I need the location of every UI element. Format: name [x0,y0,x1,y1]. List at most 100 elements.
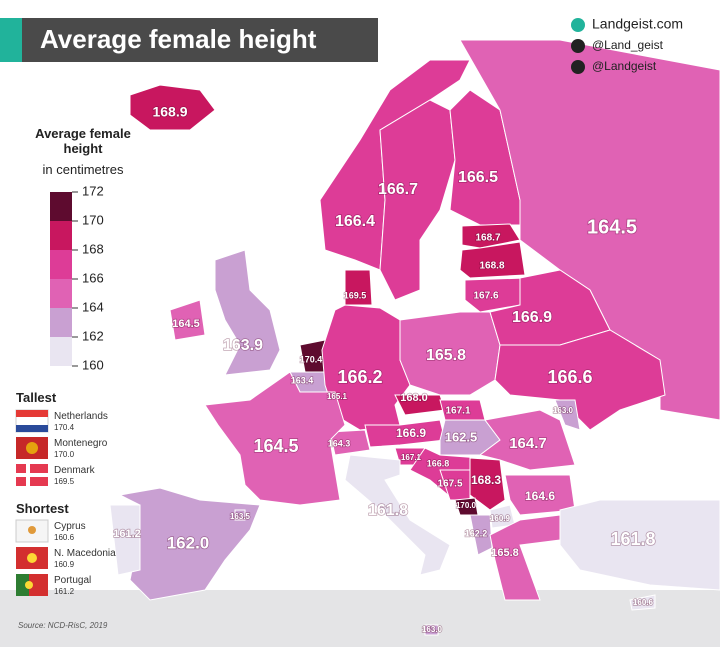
country-label: 164.5 [253,436,298,456]
name: Netherlands [54,411,108,422]
country-label: 163.0 [422,625,443,634]
country-label: 166.9 [396,426,426,440]
country [461,223,521,249]
legend-swatch [50,279,72,308]
country [321,304,411,431]
legend-subtitle: in centimetres [42,162,124,177]
country [234,509,246,521]
country-label: 166.9 [512,309,552,326]
name: Montenegro [54,438,108,449]
country-label: 164.5 [172,318,200,330]
country-label: 168.0 [400,392,428,404]
country-label: 162.0 [167,533,210,552]
value: 160.9 [54,560,75,569]
country-label: 162.5 [445,429,478,444]
value: 161.2 [54,587,75,596]
country-label: 164.5 [587,216,637,238]
title-accent [0,18,22,62]
country-label: 167.5 [437,479,462,490]
credit: Landgeist.com [592,16,683,32]
country-label: 169.5 [344,290,367,300]
legend-tick-label: 170 [82,212,104,227]
legend-tick-label: 172 [82,183,104,198]
country-label: 163.9 [223,337,263,354]
tallest-heading: Tallest [16,390,57,405]
country-label: 165.8 [491,547,519,559]
country-label: 166.2 [337,367,382,387]
legend-swatch [50,221,72,250]
country [399,311,501,396]
country [469,457,506,511]
country [459,241,526,279]
country-label: 161.8 [610,529,655,549]
name: Cyprus [54,521,86,532]
entry: Cyprus 160.6 [54,521,86,543]
country [204,371,346,506]
country-label: 167.1 [401,453,422,462]
country-label: 163.0 [553,406,574,415]
entry: N. Macedonia 160.9 [54,548,116,570]
legend-tick-label: 160 [82,357,104,372]
value: 170.4 [54,423,75,432]
country-label: 167.1 [445,406,470,417]
country [109,504,141,576]
country-label: 162.2 [465,528,488,538]
country-label: 163.5 [230,512,251,521]
country-label: 164.6 [525,489,555,503]
icon [571,18,585,32]
country-label: 161.8 [368,502,408,519]
country-label: 165.8 [426,347,466,364]
country [379,99,456,301]
country-label: 166.5 [458,169,498,186]
country-label: 168.7 [475,233,500,244]
country-label: 166.7 [378,181,418,198]
value: 160.6 [54,533,75,542]
country [554,399,581,431]
title: Average female height [40,24,317,54]
entry: Netherlands 170.4 [54,411,108,433]
country-label: 168.8 [479,261,504,272]
legend-swatch [50,250,72,279]
country [504,474,576,516]
country-label: 165.1 [327,392,348,401]
entry: Portugal 161.2 [54,575,91,597]
legend-swatch [50,337,72,366]
icon [571,39,585,53]
legend-swatch [50,308,72,337]
legend-title: Average female height [35,126,131,156]
country-label: 170.4 [300,354,323,364]
entry: Montenegro 170.0 [54,438,107,460]
credit: @Landgeist [592,59,657,73]
legend-tick-label: 162 [82,328,104,343]
countries [109,39,720,636]
country [469,514,493,556]
icon [571,60,585,74]
country [424,624,439,636]
country-label: 166.4 [335,213,375,230]
value: 169.5 [54,477,75,486]
country-label: 164.3 [328,438,351,448]
country [489,514,561,601]
country-label: 161.2 [113,528,141,540]
country-label: 167.6 [473,291,498,302]
land-south [0,590,720,647]
title-box [0,18,378,62]
entry: Denmark 169.5 [54,465,95,487]
country [344,269,373,306]
legend-tick-label: 164 [82,299,104,314]
country-label: 168.9 [152,104,187,120]
name: Portugal [54,575,92,586]
country [329,429,371,456]
country-label: 170.0 [456,501,477,510]
source: Source: NCD-RisC, 2019 [18,621,108,630]
country [464,277,526,313]
country-label: 166.6 [547,367,592,387]
legend-tick-label: 166 [82,270,104,285]
country-label: 166.8 [427,458,450,468]
value: 170.0 [54,450,75,459]
country-label: 160.6 [633,598,654,607]
legend-swatch [50,192,72,221]
country [629,594,656,611]
